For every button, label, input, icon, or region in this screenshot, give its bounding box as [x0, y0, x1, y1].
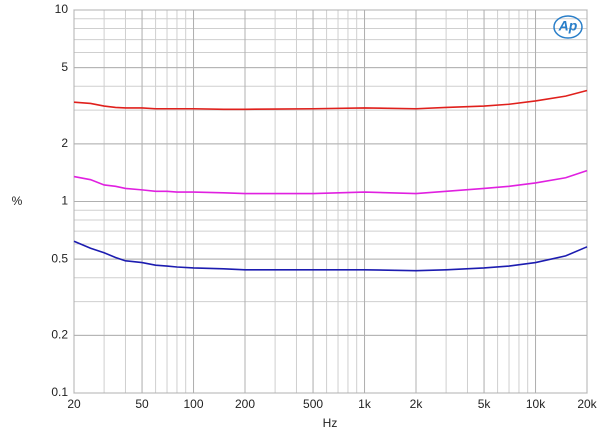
y-tick-label: 1: [61, 194, 68, 208]
y-tick-label: 10: [55, 2, 69, 16]
x-tick-label: 5k: [478, 397, 492, 411]
x-tick-label: 10k: [526, 397, 546, 411]
y-axis-label: %: [12, 194, 23, 208]
series-line: [73, 169, 588, 195]
x-tick-label: 20k: [577, 397, 597, 411]
y-tick-label: 0.1: [51, 385, 68, 399]
x-tick-label: 100: [184, 397, 204, 411]
y-tick-label: 0.2: [51, 328, 68, 342]
x-axis-label: Hz: [323, 416, 338, 430]
y-tick-label: 0.5: [51, 251, 68, 265]
series-line: [73, 240, 588, 272]
x-tick-label: 500: [303, 397, 323, 411]
y-tick-label: 5: [61, 60, 68, 74]
x-tick-label: 1k: [358, 397, 372, 411]
series-line: [73, 89, 588, 111]
x-tick-label: 20: [67, 397, 81, 411]
x-tick-label: 2k: [410, 397, 424, 411]
logo: Ap: [558, 18, 578, 34]
x-tick-label: 50: [135, 397, 149, 411]
x-tick-label: 200: [235, 397, 255, 411]
logo-ring: [553, 15, 583, 39]
y-tick-label: 2: [61, 136, 68, 150]
